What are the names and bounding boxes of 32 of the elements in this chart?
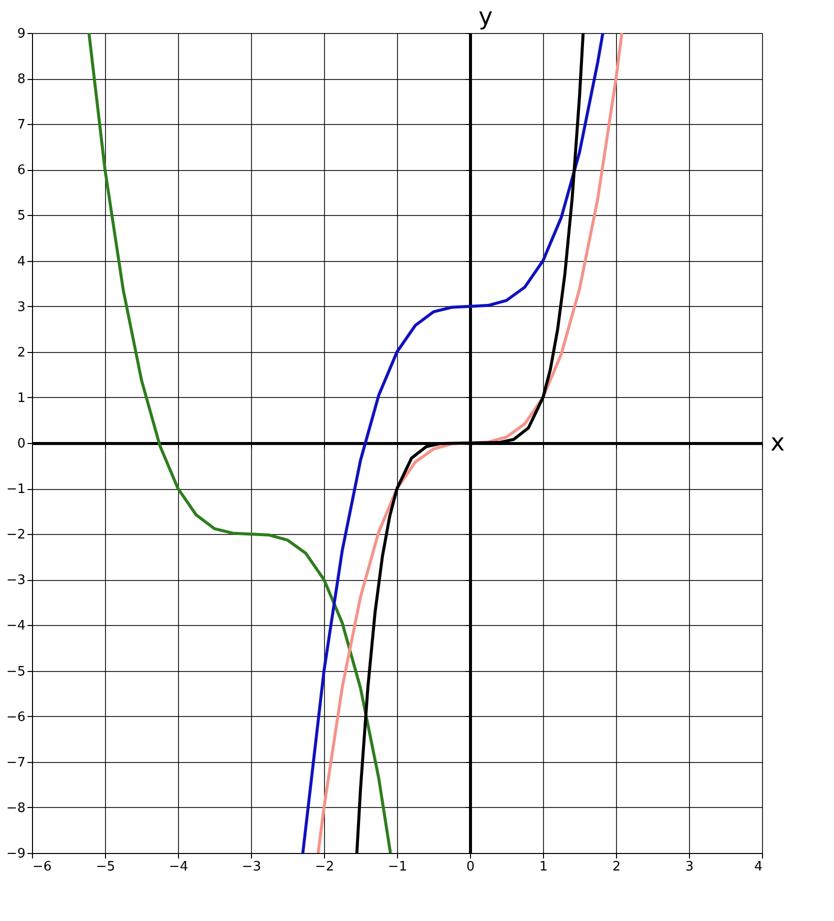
x-tick-label: −4 [168, 860, 188, 874]
y-tick-label: 4 [17, 254, 26, 270]
y-tick-label: 7 [17, 118, 26, 133]
y-tick-label: −3 [6, 573, 26, 588]
x-tick-label: 0 [466, 860, 475, 874]
y-tick-label: 5 [17, 208, 26, 224]
y-tick-label: 3 [17, 300, 26, 315]
y-tick-label: −1 [6, 482, 26, 498]
x-tick-label: −5 [96, 860, 116, 874]
y-tick-label: 0 [17, 436, 26, 452]
y-tick-label: −5 [6, 664, 26, 680]
x-tick-label: −6 [32, 860, 52, 874]
x-axis-title: x [770, 428, 785, 456]
y-tick-label: −9 [6, 846, 26, 862]
y-tick-label: 6 [17, 163, 26, 178]
y-tick-label: 9 [17, 26, 26, 42]
y-tick-label: −8 [6, 800, 26, 816]
x-tick-label: −1 [388, 860, 408, 874]
y-tick-label: −4 [6, 618, 26, 634]
x-tick-label: 3 [685, 860, 694, 874]
y-tick-label: −6 [6, 710, 26, 725]
x-tick-label: 4 [754, 860, 762, 874]
y-tick-label: 8 [17, 72, 26, 88]
y-tick-label: 2 [17, 345, 26, 360]
x-tick-label: 1 [539, 860, 548, 874]
y-tick-label: −7 [6, 755, 26, 770]
y-tick-label: −2 [6, 528, 26, 543]
x-tick-label: 2 [612, 860, 621, 874]
x-tick-label: −3 [242, 860, 262, 874]
y-axis-title: y [478, 2, 493, 30]
x-tick-label: −2 [314, 860, 334, 874]
y-tick-label: 1 [17, 390, 26, 406]
